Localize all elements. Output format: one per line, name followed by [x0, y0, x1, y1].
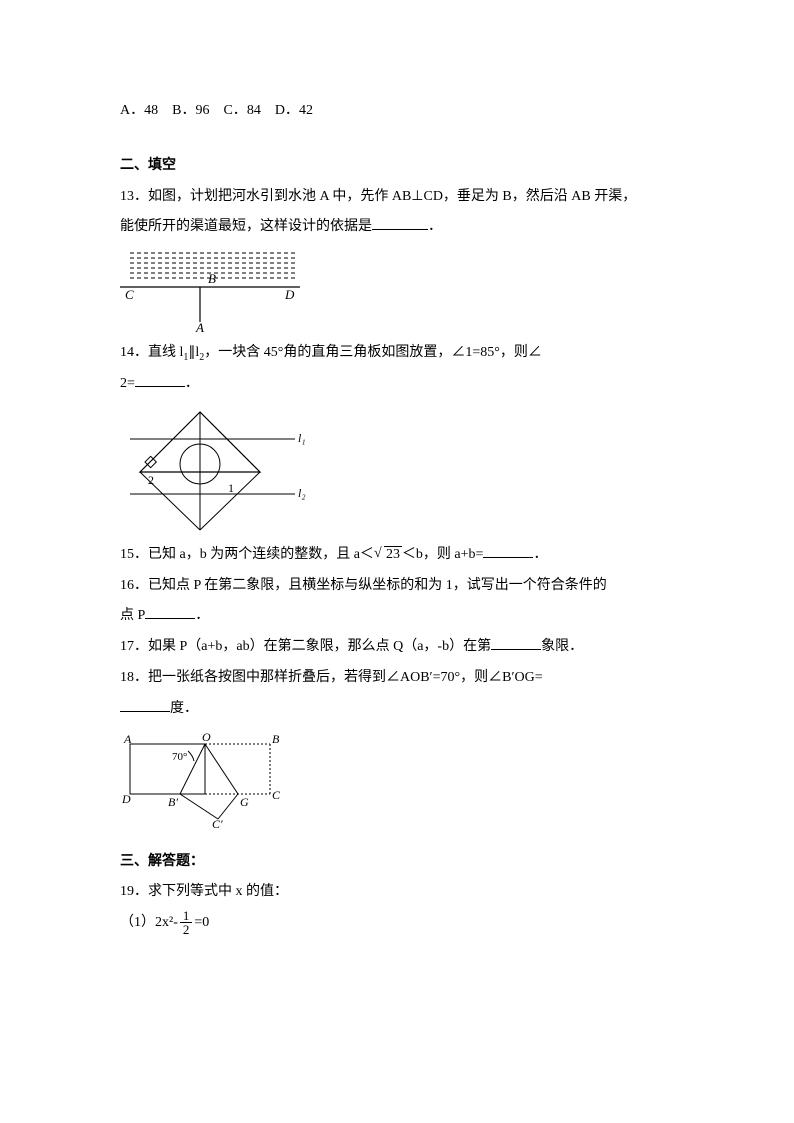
q13-label-b: B — [208, 271, 216, 286]
q14-t2a: 2= — [120, 376, 135, 391]
q14-t2b: ． — [185, 376, 199, 391]
q19-text: 求下列等式中 x 的值： — [148, 884, 288, 899]
q16-period: ． — [195, 608, 209, 623]
q18-t2: 度． — [170, 701, 198, 716]
q17-num: 17． — [120, 639, 148, 654]
q13-figure: C B D A — [120, 247, 674, 332]
q18-bp: B′ — [168, 795, 178, 809]
q18-blank — [120, 696, 170, 711]
q13-text1: 如图，计划把河水引到水池 A 中，先作 AB⊥CD，垂足为 B，然后沿 AB 开… — [148, 189, 636, 204]
q16-line1: 16．已知点 P 在第二象限，且横坐标与纵坐标的和为 1，试写出一个符合条件的 — [120, 571, 674, 602]
q14-label-l1: l₁ — [298, 431, 306, 445]
q14-num: 14． — [120, 345, 148, 360]
q19-line: 19．求下列等式中 x 的值： — [120, 877, 674, 908]
q18-line2: 度． — [120, 694, 674, 725]
q14-label-1: 1 — [228, 481, 234, 495]
q15-period: ． — [533, 547, 547, 562]
q15-sqrt: 23 — [384, 546, 402, 562]
q13-blank — [372, 215, 428, 230]
q18-a: A — [123, 732, 132, 746]
q14-label-2: 2 — [148, 473, 154, 487]
q18-t1: 把一张纸各按图中那样折叠后，若得到∠AOB′=70°，则∠B′OG= — [148, 670, 543, 685]
q16-num: 16． — [120, 578, 148, 593]
q15-line: 15．已知 a，b 为两个连续的整数，且 a＜ 23＜b，则 a+b= ． — [120, 540, 674, 571]
q18-d: D — [121, 792, 131, 806]
q13-period: ． — [428, 219, 442, 234]
q18-cp: C′ — [212, 817, 223, 829]
q13-label-c: C — [125, 287, 134, 302]
opt-a-prefix: A． — [120, 103, 144, 118]
q14-t1b: ∥l — [188, 345, 199, 360]
q14-figure: l₁ l₂ 1 2 — [120, 404, 674, 534]
q18-c: C — [272, 788, 281, 802]
q18-line1: 18．把一张纸各按图中那样折叠后，若得到∠AOB′=70°，则∠B′OG= — [120, 663, 674, 694]
q13-label-d: D — [284, 287, 295, 302]
q15-t1: 已知 a，b 为两个连续的整数，且 a＜ — [148, 547, 374, 562]
opt-c-val: 84 — [247, 103, 261, 118]
q13-text2: 能使所开的渠道最短，这样设计的依据是 — [120, 219, 372, 234]
q16-t1: 已知点 P 在第二象限，且横坐标与纵坐标的和为 1，试写出一个符合条件的 — [148, 578, 607, 593]
q14-line2: 2= ． — [120, 369, 674, 400]
q13-line2: 能使所开的渠道最短，这样设计的依据是 ． — [120, 212, 674, 243]
q19-num: 19． — [120, 884, 148, 899]
q13-label-a: A — [195, 320, 204, 332]
q14-blank — [135, 372, 185, 387]
q19-p1-post: =0 — [194, 915, 209, 930]
q19-part1: （1）2x²-12=0 — [120, 908, 674, 939]
q19-frac-den: 2 — [180, 923, 193, 937]
q14-t1: 直线 l — [148, 345, 183, 360]
sqrt-icon: 23 — [374, 540, 402, 571]
q15-t2: ＜b，则 a+b= — [402, 547, 484, 562]
opt-d-val: 42 — [299, 103, 313, 118]
q18-g: G — [240, 795, 249, 809]
opt-d-prefix: D． — [275, 103, 299, 118]
q18-figure: A O B D B′ G C C′ 70° — [120, 729, 674, 829]
q13-num: 13． — [120, 189, 148, 204]
q16-line2: 点 P ． — [120, 601, 674, 632]
q18-num: 18． — [120, 670, 148, 685]
q17-t1: 如果 P（a+b，ab）在第二象限，那么点 Q（a，-b）在第 — [148, 639, 491, 654]
q16-blank — [145, 604, 195, 619]
q14-label-l2: l₂ — [298, 486, 306, 500]
opt-b-prefix: B． — [172, 103, 195, 118]
q16-t2: 点 P — [120, 608, 145, 623]
q13-line1: 13．如图，计划把河水引到水池 A 中，先作 AB⊥CD，垂足为 B，然后沿 A… — [120, 182, 674, 213]
q19-frac-num: 1 — [180, 909, 193, 924]
q19-p1-pre: （1）2x²- — [120, 915, 178, 930]
q14-t1c: ，一块含 45°角的直角三角板如图放置，∠1=85°，则∠ — [204, 345, 542, 360]
q15-blank — [483, 542, 533, 557]
q14-line1: 14．直线 l1∥l2，一块含 45°角的直角三角板如图放置，∠1=85°，则∠ — [120, 338, 674, 369]
opt-c-prefix: C． — [223, 103, 246, 118]
q17-line: 17．如果 P（a+b，ab）在第二象限，那么点 Q（a，-b）在第 象限． — [120, 632, 674, 663]
section-3-heading: 三、解答题： — [120, 847, 674, 878]
q18-b: B — [272, 732, 280, 746]
q17-t2: 象限． — [541, 639, 583, 654]
opt-a-val: 48 — [144, 103, 158, 118]
section-2-heading: 二、填空 — [120, 151, 674, 182]
q18-o: O — [202, 730, 211, 744]
mc-options: A．48 B．96 C．84 D．42 — [120, 96, 674, 127]
fraction-icon: 12 — [180, 909, 193, 937]
q18-angle: 70° — [172, 751, 187, 763]
opt-b-val: 96 — [195, 103, 209, 118]
q17-blank — [491, 635, 541, 650]
q15-num: 15． — [120, 547, 148, 562]
